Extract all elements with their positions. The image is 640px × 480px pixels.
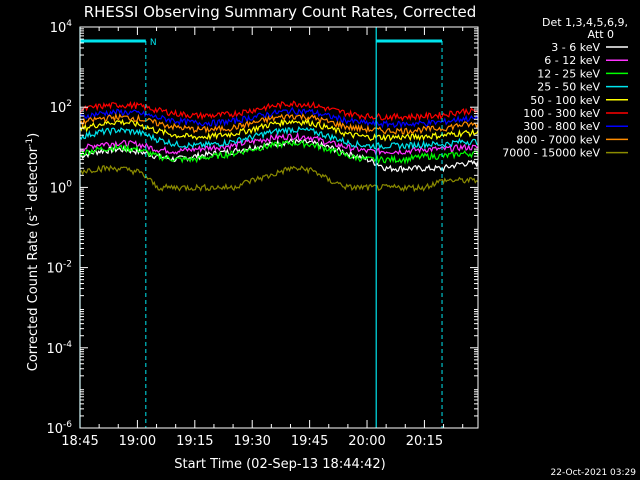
legend-label-8: 7000 - 15000 keV — [502, 147, 600, 160]
chart-title: RHESSI Observing Summary Count Rates, Co… — [84, 3, 477, 21]
y-tick-label-1: 102 — [50, 99, 72, 116]
y-tick-label-3: 10-2 — [46, 260, 72, 277]
series-line-0 — [79, 138, 479, 174]
series-line-1 — [79, 131, 479, 157]
x-tick-label-4: 19:45 — [291, 434, 328, 449]
legend-label-5: 100 - 300 keV — [523, 107, 600, 120]
legend-label-3: 25 - 50 keV — [537, 81, 600, 94]
legend-label-0: 3 - 6 keV — [551, 41, 600, 54]
footer-timestamp: 22-Oct-2021 03:29 — [551, 468, 637, 478]
x-tick-label-1: 19:00 — [119, 434, 156, 449]
series-line-4 — [79, 117, 479, 142]
legend-label-7: 800 - 7000 keV — [516, 133, 600, 146]
legend-label-4: 50 - 100 keV — [530, 94, 600, 107]
x-tick-label-6: 20:15 — [406, 434, 443, 449]
series-line-2 — [79, 138, 479, 165]
legend-label-2: 12 - 25 keV — [537, 67, 600, 80]
legend-label-6: 300 - 800 keV — [523, 120, 600, 133]
legend-label-1: 6 - 12 keV — [544, 54, 600, 67]
y-tick-label-4: 10-4 — [46, 340, 72, 357]
plot-frame — [79, 26, 479, 429]
x-axis-label: Start Time (02-Sep-13 18:44:42) — [174, 457, 385, 472]
y-axis-label: Corrected Count Rate (s-1 detector-1) — [25, 133, 41, 371]
x-tick-label-0: 18:45 — [61, 434, 98, 449]
plot-area: N 18:45 19:00 19:15 19:30 19:45 20:00 20:15 104 1… — [46, 19, 479, 449]
x-tick-label-2: 19:15 — [176, 434, 213, 449]
legend-header-attenuator: Att 0 — [588, 28, 614, 41]
legend-header-detectors: Det 1,3,4,5,6,9, — [542, 16, 628, 29]
x-tick-label-5: 20:00 — [348, 434, 385, 449]
y-tick-label-5: 10-6 — [46, 420, 72, 437]
night-flag-label: N — [150, 38, 157, 48]
y-tick-label-0: 104 — [50, 19, 73, 36]
series-line-8 — [79, 164, 479, 193]
y-tick-label-2: 100 — [50, 179, 73, 196]
x-tick-label-3: 19:30 — [233, 434, 270, 449]
